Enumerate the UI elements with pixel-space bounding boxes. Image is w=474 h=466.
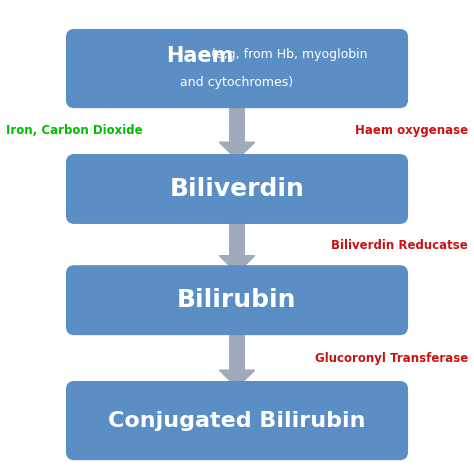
FancyBboxPatch shape	[66, 265, 408, 335]
Text: Bilirubin: Bilirubin	[177, 288, 297, 312]
Text: Iron, Carbon Dioxide: Iron, Carbon Dioxide	[6, 123, 143, 137]
FancyBboxPatch shape	[229, 217, 245, 256]
Polygon shape	[219, 256, 255, 273]
Text: and cytochromes): and cytochromes)	[181, 76, 293, 89]
FancyBboxPatch shape	[229, 330, 245, 370]
Text: Biliverdin: Biliverdin	[170, 177, 304, 201]
Polygon shape	[219, 370, 255, 388]
Text: Conjugated Bilirubin: Conjugated Bilirubin	[108, 411, 366, 431]
Polygon shape	[219, 142, 255, 160]
FancyBboxPatch shape	[66, 154, 408, 224]
Text: Glucoronyl Transferase: Glucoronyl Transferase	[315, 352, 468, 365]
FancyBboxPatch shape	[66, 381, 408, 460]
Text: Haem oxygenase: Haem oxygenase	[355, 123, 468, 137]
FancyBboxPatch shape	[229, 101, 245, 142]
Text: Biliverdin Reducatse: Biliverdin Reducatse	[331, 239, 468, 252]
FancyBboxPatch shape	[66, 29, 408, 108]
Text: (e,g, from Hb, myoglobin: (e,g, from Hb, myoglobin	[211, 48, 367, 61]
Text: Haem: Haem	[166, 46, 234, 66]
